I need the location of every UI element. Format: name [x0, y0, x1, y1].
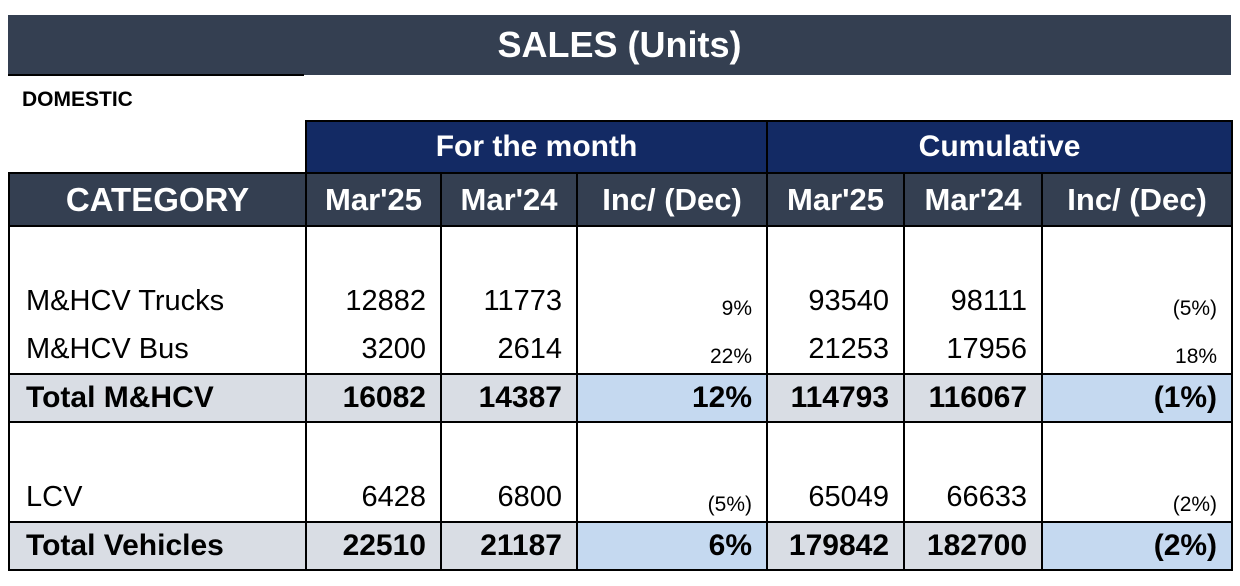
bus-month-change: 22% — [709, 345, 753, 368]
bus-cumulative-previous: 17956 — [946, 332, 1028, 365]
column-header-row: CATEGORY Mar'25 Mar'24 Inc/ (Dec) Mar'25… — [8, 172, 1234, 227]
total-mhcv-month-change: 12% — [575, 373, 769, 423]
cumulative-change-cell: (5%) 18% — [1041, 225, 1234, 375]
trucks-month-current: 12882 — [345, 284, 426, 317]
category-cell: M&HCV Trucks M&HCV Bus — [8, 225, 307, 375]
trucks-cumulative-change: (5%) — [1172, 297, 1218, 320]
total-vehicles-label: Total Vehicles — [8, 521, 307, 571]
bus-cumulative-current: 21253 — [808, 332, 890, 365]
col-header-month-change: Inc/ (Dec) — [575, 172, 769, 227]
blank-corner-cell — [9, 121, 306, 174]
month-change-cell: 9% 22% — [575, 225, 769, 375]
cumulative-current-cell: 65049 — [766, 421, 906, 523]
col-header-cumulative-current: Mar'25 — [766, 172, 906, 227]
trucks-month-change: 9% — [721, 297, 753, 320]
trucks-cumulative-previous: 98111 — [950, 284, 1028, 317]
total-vehicles-month-current: 22510 — [305, 521, 442, 571]
month-current-cell: 12882 3200 — [305, 225, 442, 375]
lcv-month-previous: 6800 — [497, 480, 562, 513]
lcv-cumulative-previous: 66633 — [946, 480, 1028, 513]
month-current-cell: 6428 — [305, 421, 442, 523]
bus-month-current: 3200 — [361, 332, 426, 365]
table-row-lcv-detail: LCV 6428 6800 (5%) 65049 66633 — [8, 421, 1234, 523]
total-vehicles-month-previous: 21187 — [440, 521, 578, 571]
col-header-month-previous: Mar'24 — [440, 172, 578, 227]
table-row-total-vehicles: Total Vehicles 22510 21187 6% 179842 182… — [8, 521, 1234, 571]
group-header-cumulative: Cumulative — [766, 120, 1234, 174]
bus-cumulative-change: 18% — [1175, 345, 1218, 368]
total-mhcv-cumulative-change: (1%) — [1041, 373, 1234, 423]
total-mhcv-cumulative-previous: 116067 — [903, 373, 1044, 423]
lcv-cumulative-current: 65049 — [808, 480, 890, 513]
cumulative-previous-cell: 98111 17956 — [903, 225, 1044, 375]
col-header-month-current: Mar'25 — [305, 172, 442, 227]
lcv-month-change: (5%) — [707, 493, 753, 516]
title-underline — [8, 74, 304, 76]
total-mhcv-label: Total M&HCV — [8, 373, 307, 423]
table-row-mhcv-detail: M&HCV Trucks M&HCV Bus 12882 3200 11773 … — [8, 225, 1234, 375]
lcv-month-current: 6428 — [361, 480, 426, 513]
col-header-cumulative-previous: Mar'24 — [903, 172, 1044, 227]
section-label: DOMESTIC — [22, 88, 133, 111]
category-cell: LCV — [8, 421, 307, 523]
col-header-category: CATEGORY — [8, 172, 307, 227]
row-label-bus: M&HCV Bus — [26, 332, 189, 365]
group-header-row: For the month Cumulative — [9, 120, 1234, 174]
total-vehicles-month-change: 6% — [575, 521, 769, 571]
total-mhcv-cumulative-current: 114793 — [766, 373, 906, 423]
bus-month-previous: 2614 — [497, 332, 562, 365]
row-label-lcv: LCV — [26, 480, 83, 513]
page-title: SALES (Units) — [8, 15, 1231, 75]
month-previous-cell: 11773 2614 — [440, 225, 578, 375]
total-mhcv-month-previous: 14387 — [440, 373, 578, 423]
cumulative-previous-cell: 66633 — [903, 421, 1044, 523]
total-vehicles-cumulative-current: 179842 — [766, 521, 906, 571]
row-label-trucks: M&HCV Trucks — [26, 284, 225, 317]
trucks-cumulative-current: 93540 — [808, 284, 890, 317]
month-change-cell: (5%) — [575, 421, 769, 523]
month-previous-cell: 6800 — [440, 421, 578, 523]
total-vehicles-cumulative-previous: 182700 — [903, 521, 1044, 571]
sales-table: For the month Cumulative CATEGORY Mar'25… — [8, 120, 1234, 571]
total-vehicles-cumulative-change: (2%) — [1041, 521, 1234, 571]
lcv-cumulative-change: (2%) — [1172, 493, 1218, 516]
group-header-month: For the month — [304, 120, 769, 174]
total-mhcv-month-current: 16082 — [305, 373, 442, 423]
col-header-cumulative-change: Inc/ (Dec) — [1041, 172, 1234, 227]
trucks-month-previous: 11773 — [483, 284, 563, 317]
cumulative-change-cell: (2%) — [1041, 421, 1234, 523]
cumulative-current-cell: 93540 21253 — [766, 225, 906, 375]
table-row-total-mhcv: Total M&HCV 16082 14387 12% 114793 11606… — [8, 373, 1234, 423]
